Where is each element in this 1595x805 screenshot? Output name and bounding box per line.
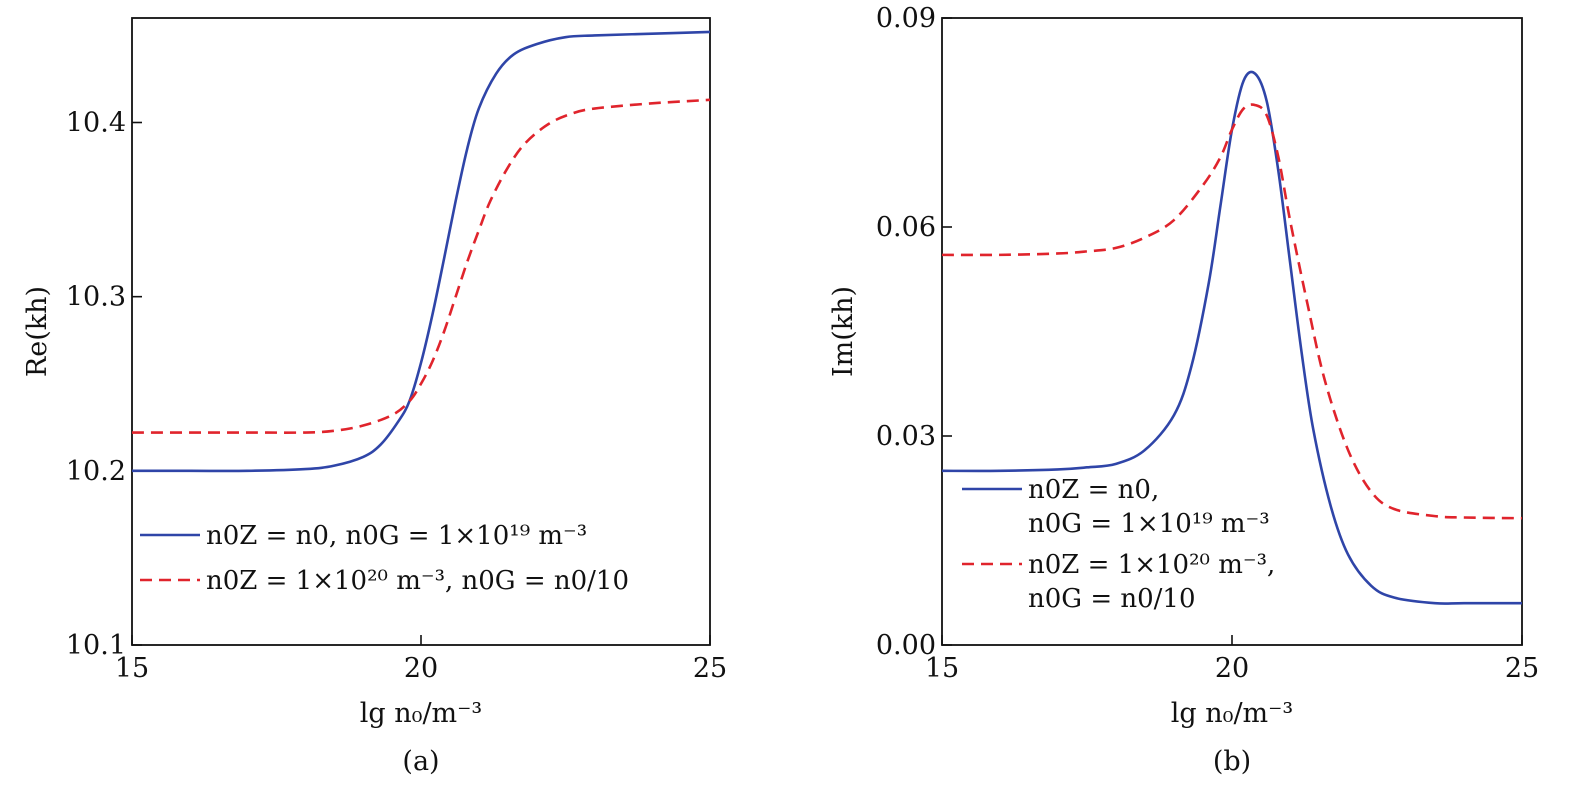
y-tick-label: 10.3 [66,282,126,313]
x-tick-label: 25 [1505,653,1539,684]
series-line-2 [132,98,710,434]
y-tick-label: 0.09 [876,3,936,34]
chart-panel-a: 15 20 25 10.1 10.2 10.3 10.4 lg n₀/m⁻³ Re(kh) (a)… [22,17,727,777]
x-tick-label: 20 [1215,653,1249,684]
chart-panel-b: 15 20 25 0.00 0.03 0.06 0.09 lg n₀/m⁻³ Im(kh) (b)… [828,3,1539,777]
series-line-1 [942,70,1522,605]
legend-label: n0Z = 1×10²⁰ m⁻³, [1028,550,1275,580]
panel-label: (a) [402,746,439,777]
x-axis-label: lg n₀/m⁻³ [360,698,483,729]
legend-label: n0Z = n0, n0G = 1×10¹⁹ m⁻³ [206,521,587,551]
y-tick-label: 10.1 [66,630,126,661]
legend-label: n0G = n0/10 [1028,584,1196,614]
y-axis-label: Re(kh) [22,286,53,377]
x-axis-label: lg n₀/m⁻³ [1171,698,1294,729]
legend-label: n0G = 1×10¹⁹ m⁻³ [1028,509,1270,539]
panel-label: (b) [1213,746,1251,777]
x-tick-label: 15 [925,653,959,684]
series-line-2 [942,103,1522,520]
y-tick-label: 10.4 [66,108,126,139]
y-tick-label: 0.00 [876,630,936,661]
series-line-1 [132,30,710,473]
x-tick-label: 25 [693,653,727,684]
legend-label: n0Z = 1×10²⁰ m⁻³, n0G = n0/10 [206,566,629,596]
y-tick-label: 0.06 [876,212,936,243]
y-tick-label: 10.2 [66,456,126,487]
x-tick-label: 15 [115,653,149,684]
legend-label: n0Z = n0, [1028,475,1159,505]
y-tick-label: 0.03 [876,421,936,452]
y-axis-label: Im(kh) [828,286,859,377]
x-tick-label: 20 [404,653,438,684]
